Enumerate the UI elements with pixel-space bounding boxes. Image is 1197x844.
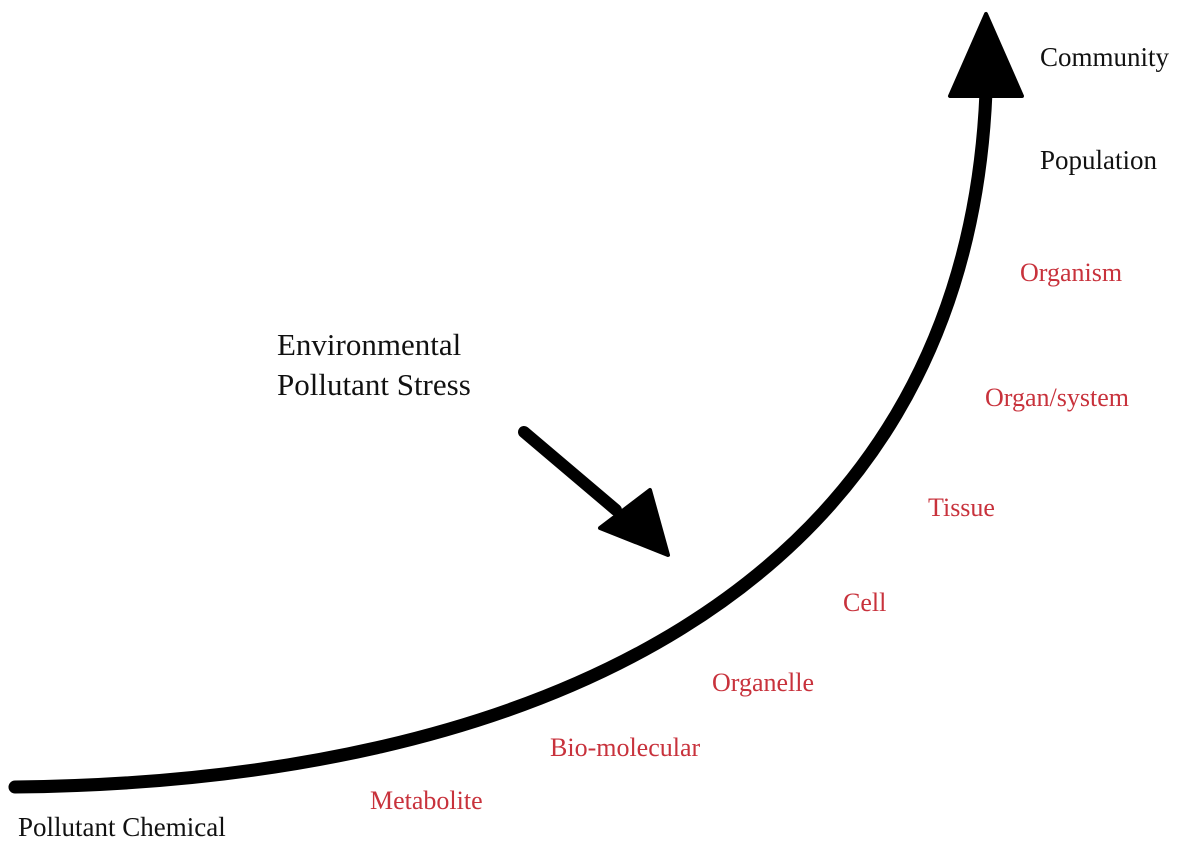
stress-arrowhead [598,488,670,557]
level-label: Organelle [712,668,814,697]
main-arrowhead [948,12,1024,98]
start-label: Pollutant Chemical [18,812,226,842]
level-label: Metabolite [370,786,483,815]
stress-arrow-shaft [518,426,622,516]
top-level-label: Population [1040,145,1158,175]
stress-label: Environmental [277,327,461,362]
level-label: Organism [1020,258,1122,287]
stress-label: Pollutant Stress [277,367,471,402]
top-level-label: Community [1040,42,1170,72]
level-label: Tissue [928,493,995,522]
level-label: Organ/system [985,383,1129,412]
level-label: Bio-molecular [550,733,701,762]
main-curve-arrow [8,85,993,794]
level-label: Cell [843,588,886,617]
